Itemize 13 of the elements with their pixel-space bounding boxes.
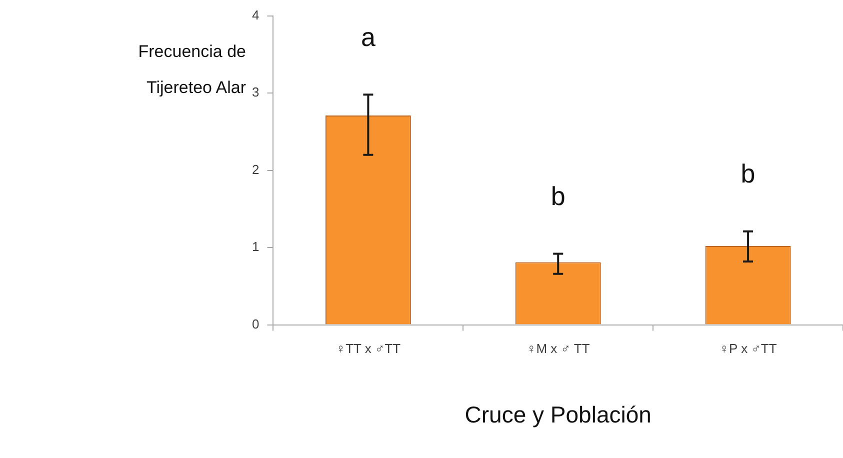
x-tick-label: ♀TT x ♂TT bbox=[336, 341, 401, 356]
annotation: b bbox=[740, 158, 756, 188]
y-tick-label: 1 bbox=[252, 239, 260, 254]
x-tick-label: ♀P x ♂TT bbox=[719, 341, 777, 356]
y-axis-title: Frecuencia de Tijereteo Alar bbox=[137, 41, 246, 99]
x-tick-label: ♀M x ♂ TT bbox=[526, 341, 590, 356]
annotation: b bbox=[550, 180, 566, 211]
y-tick-label: 3 bbox=[252, 84, 260, 100]
annotation: a bbox=[360, 22, 376, 52]
y-tick-label: 0 bbox=[252, 316, 260, 332]
x-axis-title: Cruce y Población bbox=[464, 402, 652, 428]
y-tick-label: 2 bbox=[252, 162, 260, 177]
y-tick-label: 4 bbox=[252, 7, 260, 22]
